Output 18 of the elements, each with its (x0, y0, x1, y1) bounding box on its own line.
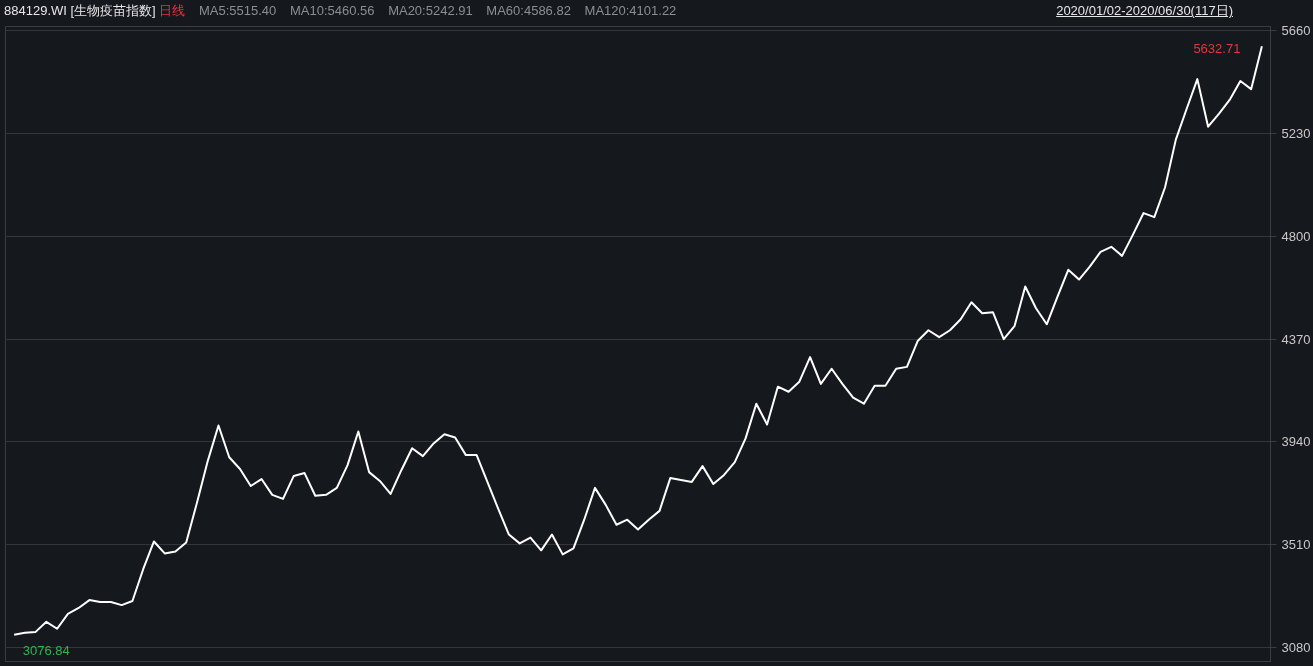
text: MA10:5460.56 (289, 3, 375, 18)
text: MA20:5242.91 (388, 3, 473, 18)
y-tick-label: 3080 (1281, 640, 1311, 656)
text: 2020/01/02-2020/06/30(117日) (1056, 2, 1233, 20)
y-tick-label: 3510 (1281, 537, 1311, 553)
chart-title: 884129.WI [生物疫苗指数] (4, 3, 156, 18)
text: MA60:4586.82 (486, 3, 571, 18)
text: 日线 (159, 3, 186, 18)
text: MA120:4101.22 (584, 3, 677, 18)
line-series (13, 45, 1263, 636)
annotation: 3076.84 (22, 643, 70, 658)
y-tick-label: 3940 (1281, 434, 1311, 450)
y-tick-label: 4370 (1281, 331, 1311, 347)
text: MA5:5515.40 (198, 3, 277, 18)
y-tick-label: 4800 (1281, 228, 1311, 244)
y-tick-label: 5230 (1281, 125, 1311, 141)
annotation: 5632.71 (1193, 41, 1241, 56)
y-tick-label: 5660 (1281, 23, 1311, 39)
